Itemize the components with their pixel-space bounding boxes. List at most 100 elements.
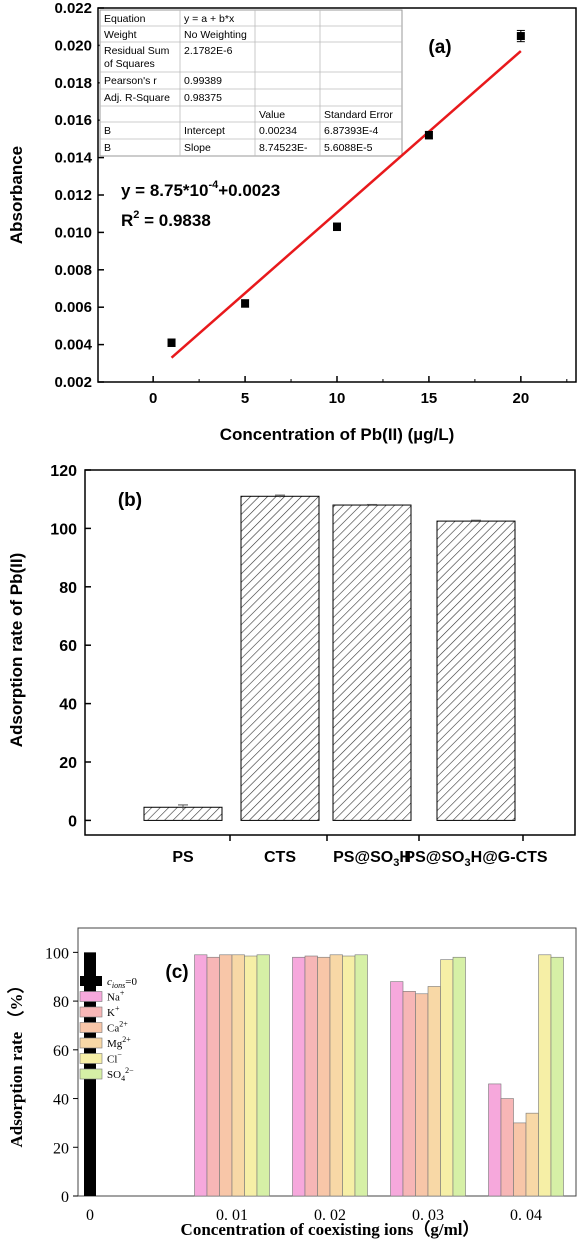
- y-tick-label: 40: [59, 697, 77, 714]
- fit-table-cell: Value: [259, 109, 285, 121]
- legend-label: cions=0: [107, 976, 137, 990]
- bar: [354, 954, 368, 1197]
- legend-swatch: [79, 1053, 103, 1064]
- legend-label: Cl−: [107, 1051, 122, 1066]
- y-tick-label: 20: [53, 1140, 69, 1157]
- data-point: [333, 222, 341, 231]
- fit-table-cell: 0.98375: [184, 92, 222, 104]
- legend-label: Ca2+: [107, 1020, 128, 1035]
- y-tick-label: 0.014: [54, 150, 92, 167]
- bar: [342, 955, 356, 1197]
- y-tick-label: 100: [50, 521, 77, 538]
- panel-c-legend: cions=0Na+K+Ca2+Mg2+Cl−SO42−: [79, 976, 137, 1083]
- fit-table-cell: Pearson's r: [104, 75, 157, 87]
- fit-table-cell: B: [104, 142, 111, 154]
- fit-table-cell: 8.74523E-: [259, 142, 308, 154]
- x-tick-label: 10: [329, 390, 346, 407]
- fit-table-cell: 0.00234: [259, 125, 297, 137]
- fit-table-cell: of Squares: [104, 58, 155, 70]
- x-tick-label: 0: [149, 390, 157, 407]
- y-tick-label: 0.012: [54, 187, 92, 204]
- legend-swatch: [79, 991, 103, 1002]
- fit-table-border: [99, 9, 403, 157]
- x-tick-label: 0. 03: [412, 1207, 444, 1224]
- fit-table-cell: Slope: [184, 142, 211, 154]
- bar: [304, 955, 318, 1197]
- bar: [415, 993, 429, 1197]
- panel-c-y-axis: 0 20 40 60 80 100: [45, 945, 78, 1206]
- legend-swatch: [80, 976, 102, 986]
- legend-swatch: [79, 1037, 103, 1049]
- y-tick-label: 20: [59, 755, 77, 772]
- x-tick-label: 15: [421, 390, 438, 407]
- y-tick-label: 100: [45, 945, 69, 962]
- y-tick-label: 0.022: [54, 0, 92, 17]
- panel-a-label: (a): [428, 37, 451, 58]
- legend-label: SO42−: [107, 1066, 134, 1083]
- panel-b-plot-frame: [84, 469, 576, 836]
- y-tick-label: 0.004: [54, 337, 92, 354]
- y-tick-label: 0.016: [54, 112, 92, 129]
- x-tick-label: 5: [241, 390, 249, 407]
- y-tick-label: 0.018: [54, 75, 92, 92]
- bar: [538, 954, 552, 1197]
- x-tick-label: 0. 04: [510, 1207, 542, 1224]
- panel-c-bar-chart: 0 20 40 60 80 100 0 0. 01 0. 02 0. 03 0. 04 cions…: [6, 927, 577, 1239]
- panel-b-label: (b): [118, 490, 142, 511]
- fit-table-cell: 2.1782E-6: [184, 45, 233, 57]
- y-tick-label: 60: [53, 1043, 69, 1060]
- fit-table-cell: Weight: [104, 29, 137, 41]
- y-tick-label: 0.010: [54, 224, 92, 241]
- legend-swatch: [79, 1022, 103, 1033]
- panel-a-y-axis-label: Absorbance: [7, 146, 26, 244]
- panel-a-fit-line-group: [170, 50, 522, 359]
- panel-b-y-axis: 0 20 40 60 80 100 120: [50, 463, 91, 830]
- legend-label: Na+: [107, 989, 125, 1004]
- panel-c-y-axis-label: Adsorption rate （%）: [6, 977, 26, 1148]
- legend-label: K+: [107, 1004, 120, 1019]
- bar: [219, 954, 233, 1197]
- category-label: PS@SO3H@G-CTS: [404, 849, 547, 869]
- x-tick-label: 20: [513, 390, 530, 407]
- bar: [206, 956, 220, 1197]
- y-tick-label: 120: [50, 463, 77, 480]
- bar: [256, 954, 270, 1197]
- panel-a-r-squared: R2 = 0.9838: [121, 209, 211, 230]
- y-tick-label: 80: [53, 994, 69, 1011]
- y-tick-label: 0: [68, 813, 77, 830]
- y-tick-label: 0.002: [54, 374, 92, 391]
- bar: [402, 991, 416, 1197]
- panel-b-bar-chart: 0 20 40 60 80 100 120 PS CTS PS@SO3HPS@SO3H@G-CT…: [7, 463, 576, 869]
- panel-a-y-axis: 0.002 0.004 0.006 0.008 0.010 0.012 0.014 0.016…: [54, 0, 104, 391]
- bar: [513, 1122, 527, 1197]
- x-tick-label: 0. 02: [314, 1207, 346, 1224]
- fit-line: [170, 50, 522, 359]
- bar: [292, 956, 306, 1197]
- fit-table-cell: B: [104, 125, 111, 137]
- bar: [244, 955, 258, 1197]
- panel-a-equation: y = 8.75*10-4+0.0023: [121, 179, 280, 200]
- bar: [452, 956, 466, 1197]
- panel-c-x-axis: 0 0. 01 0. 02 0. 03 0. 04: [86, 1207, 542, 1224]
- panel-a-x-axis-label: Concentration of Pb(II) (µg/L): [220, 425, 455, 444]
- fit-table-cell: Adj. R-Square: [104, 92, 170, 104]
- bar: [332, 504, 412, 821]
- legend-swatch: [79, 1006, 103, 1018]
- fit-table-cell: No Weighting: [184, 29, 247, 41]
- legend-label: Mg2+: [107, 1035, 131, 1050]
- data-point: [167, 338, 176, 347]
- data-point: [241, 299, 250, 308]
- panel-a-x-axis: 0 5 10 15 20: [149, 376, 568, 407]
- bar: [488, 1083, 502, 1197]
- panel-a-fit-table: Equation y = a + b*x Weight No Weighting Res…: [99, 9, 403, 157]
- bar: [231, 954, 245, 1197]
- y-tick-label: 0.006: [54, 299, 92, 316]
- y-tick-label: 40: [53, 1092, 69, 1109]
- bar: [317, 956, 331, 1197]
- y-tick-label: 80: [59, 580, 77, 597]
- r2-value: = 0.9838: [139, 211, 210, 230]
- bar: [194, 954, 208, 1197]
- fit-table-cell: 5.6088E-5: [324, 142, 373, 154]
